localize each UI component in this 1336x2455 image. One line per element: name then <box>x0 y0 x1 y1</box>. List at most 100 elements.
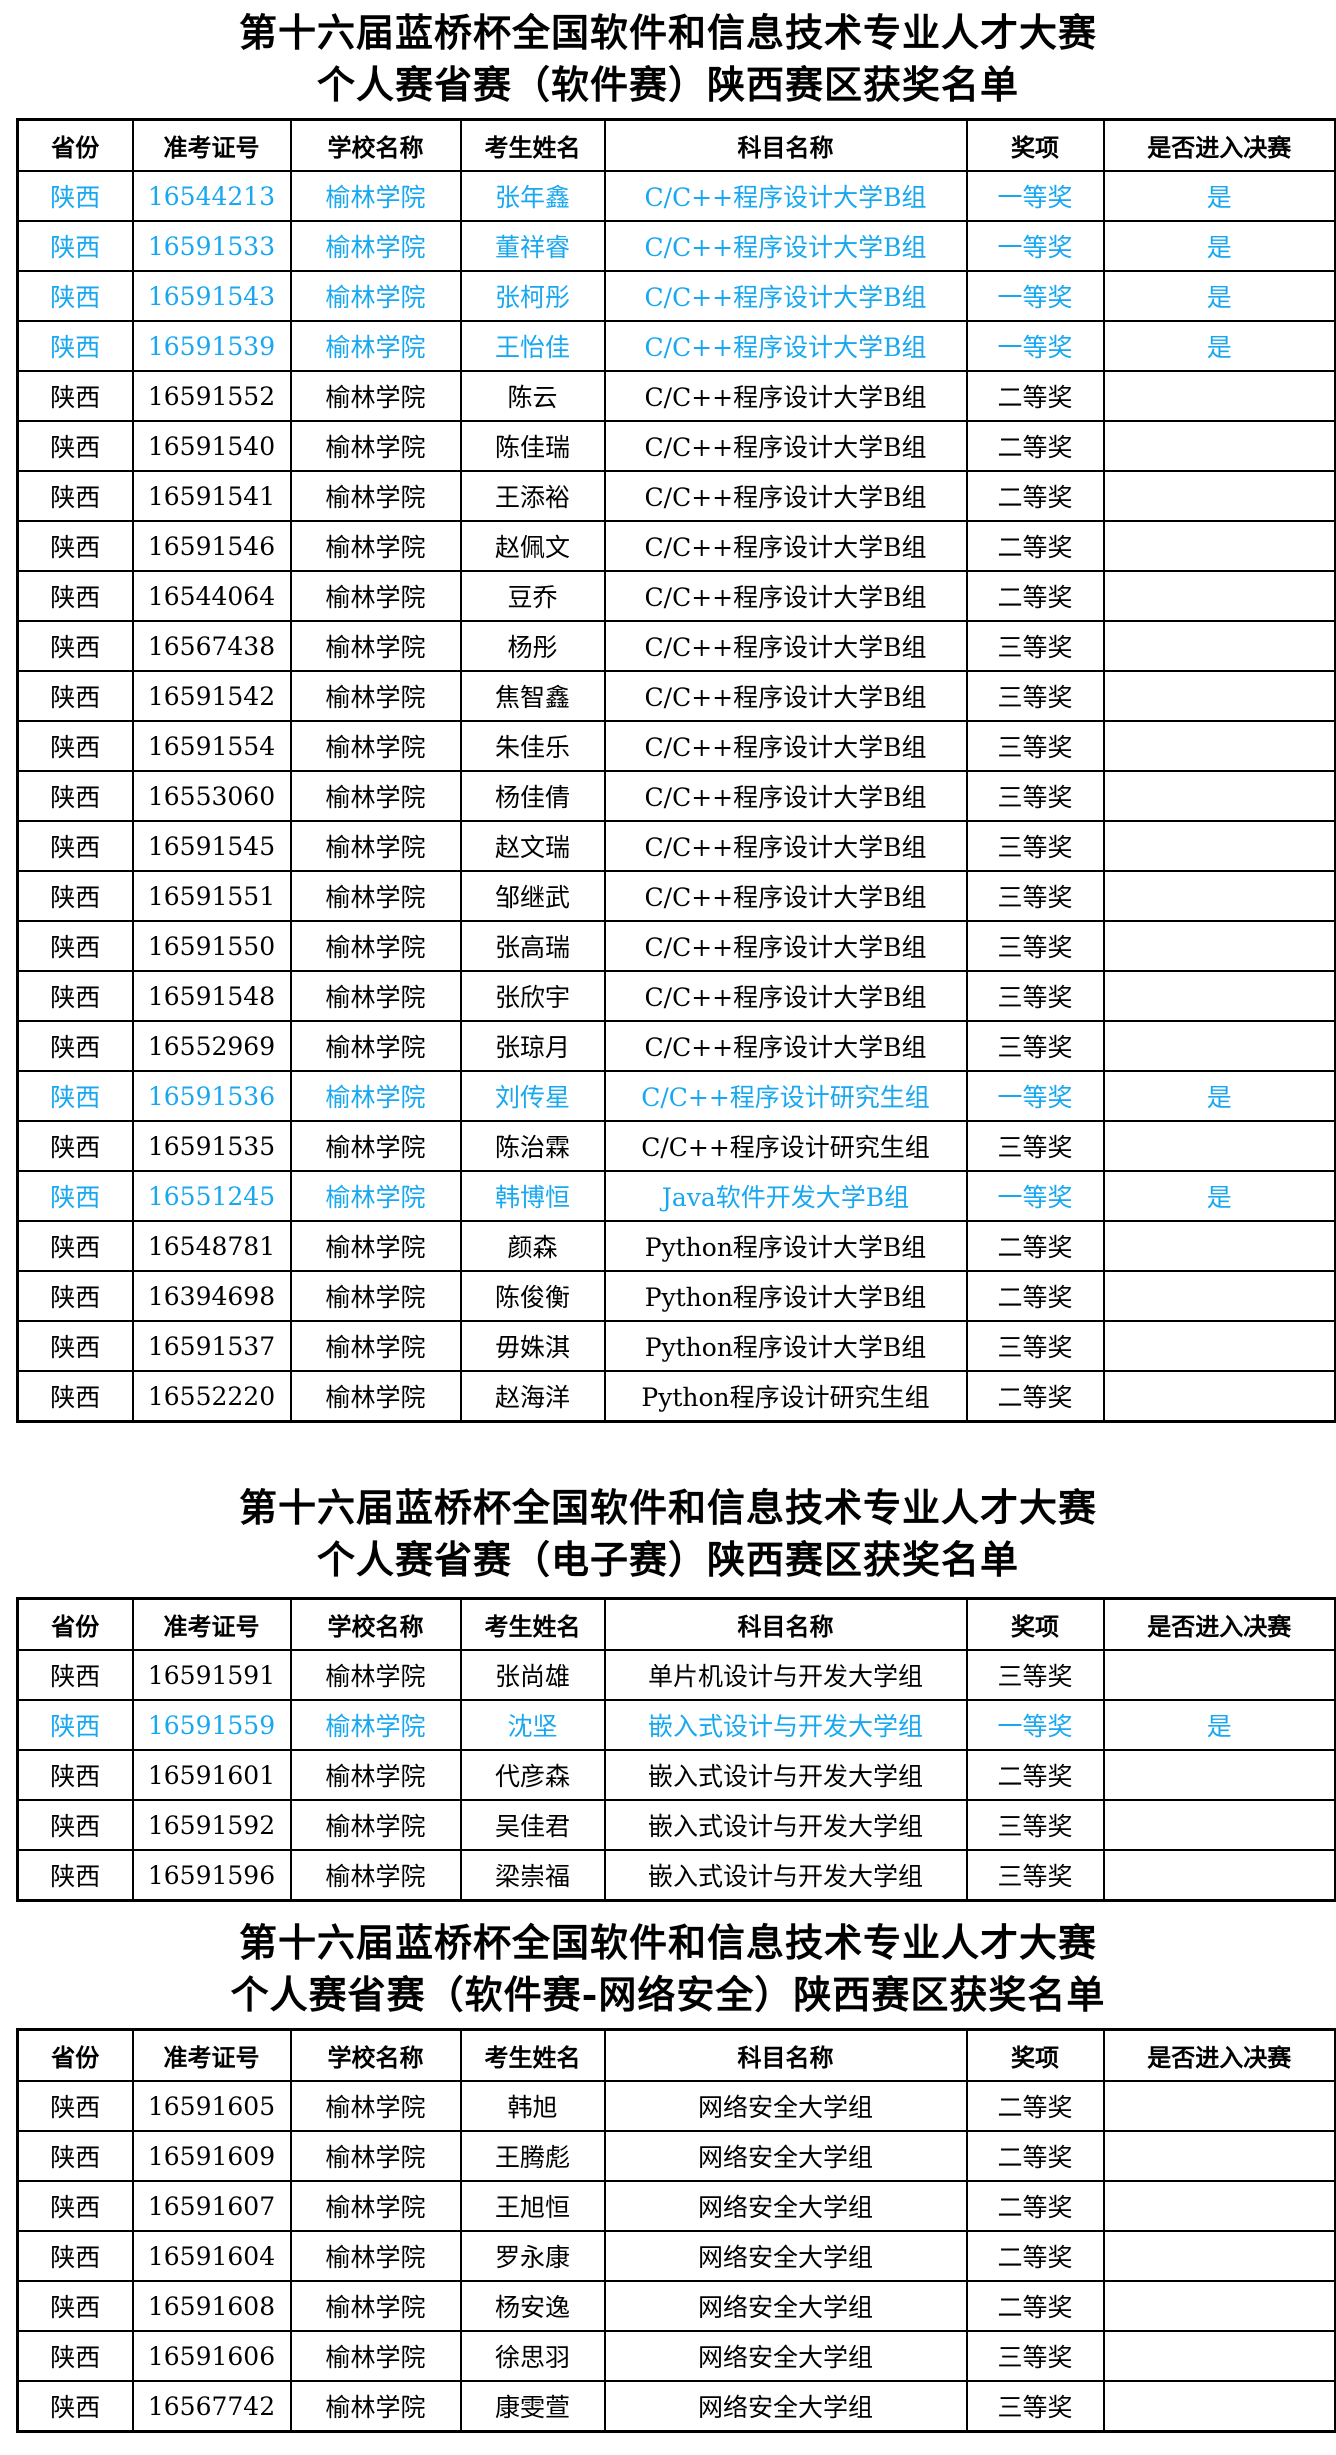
header-exam-id: 准考证号 <box>131 1597 292 1651</box>
cell-exam-id: 16591545 <box>131 820 292 872</box>
cell-award: 二等奖 <box>965 2280 1105 2332</box>
cell-candidate-name: 沈坚 <box>459 1699 606 1751</box>
cell-final-qualified <box>1102 620 1336 672</box>
cell-candidate-name: 徐思羽 <box>459 2330 606 2382</box>
cell-province: 陕西 <box>16 170 134 222</box>
table-row: 陕西 16551245 榆林学院 韩博恒 Java软件开发大学B组 一等奖是 <box>16 1170 1336 1222</box>
cell-school: 榆林学院 <box>289 220 462 272</box>
cell-school: 榆林学院 <box>289 2380 462 2433</box>
cell-school: 榆林学院 <box>289 1170 462 1222</box>
cell-province: 陕西 <box>16 2330 134 2382</box>
cell-exam-id: 16591551 <box>131 870 292 922</box>
cell-candidate-name: 张琼月 <box>459 1020 606 1072</box>
header-province: 省份 <box>16 118 134 172</box>
cell-subject: 网络安全大学组 <box>603 2130 968 2182</box>
section-title: 第十六届蓝桥杯全国软件和信息技术专业人才大赛 个人赛省赛（软件赛-网络安全）陕西赛… <box>0 1910 1336 2028</box>
table-row: 陕西 16591559 榆林学院 沈坚 嵌入式设计与开发大学组 一等奖是 <box>16 1699 1336 1751</box>
table-row: 陕西 16591548 榆林学院 张欣宇 C/C++程序设计大学B组 三等奖 <box>16 970 1336 1022</box>
cell-final-qualified: 是 <box>1102 270 1336 322</box>
cell-subject: 嵌入式设计与开发大学组 <box>603 1749 968 1801</box>
table-row: 陕西 16591596 榆林学院 梁崇福 嵌入式设计与开发大学组 三等奖 <box>16 1849 1336 1902</box>
award-table: 省份 准考证号 学校名称 考生姓名 科目名称 奖项 是否进入决赛 陕西 16591591 榆林学院… <box>16 1597 1336 1902</box>
cell-subject: C/C++程序设计大学B组 <box>603 620 968 672</box>
table-row: 陕西 16591545 榆林学院 赵文瑞 C/C++程序设计大学B组 三等奖 <box>16 820 1336 872</box>
cell-final-qualified <box>1102 820 1336 872</box>
cell-exam-id: 16394698 <box>131 1270 292 1322</box>
cell-final-qualified <box>1102 2180 1336 2232</box>
table-row: 陕西 16591551 榆林学院 邹继武 C/C++程序设计大学B组 三等奖 <box>16 870 1336 922</box>
table-row: 陕西 16552969 榆林学院 张琼月 C/C++程序设计大学B组 三等奖 <box>16 1020 1336 1072</box>
cell-award: 二等奖 <box>965 370 1105 422</box>
cell-school: 榆林学院 <box>289 620 462 672</box>
cell-school: 榆林学院 <box>289 770 462 822</box>
header-final-qualified: 是否进入决赛 <box>1102 118 1336 172</box>
cell-award: 二等奖 <box>965 2180 1105 2232</box>
table-row: 陕西 16544064 榆林学院 豆乔 C/C++程序设计大学B组 二等奖 <box>16 570 1336 622</box>
cell-province: 陕西 <box>16 320 134 372</box>
cell-exam-id: 16591540 <box>131 420 292 472</box>
table-row: 陕西 16553060 榆林学院 杨佳倩 C/C++程序设计大学B组 三等奖 <box>16 770 1336 822</box>
cell-candidate-name: 赵佩文 <box>459 520 606 572</box>
table-row: 陕西 16591608 榆林学院 杨安逸 网络安全大学组 二等奖 <box>16 2280 1336 2332</box>
cell-award: 三等奖 <box>965 720 1105 772</box>
cell-candidate-name: 张年鑫 <box>459 170 606 222</box>
cell-subject: C/C++程序设计大学B组 <box>603 520 968 572</box>
cell-final-qualified <box>1102 470 1336 522</box>
cell-exam-id: 16591533 <box>131 220 292 272</box>
cell-subject: C/C++程序设计大学B组 <box>603 820 968 872</box>
cell-final-qualified <box>1102 1270 1336 1322</box>
table-row: 陕西 16552220 榆林学院 赵海洋 Python程序设计研究生组 二等奖 <box>16 1370 1336 1423</box>
cell-exam-id: 16591550 <box>131 920 292 972</box>
cell-school: 榆林学院 <box>289 1649 462 1701</box>
cell-award: 一等奖 <box>965 320 1105 372</box>
cell-award: 三等奖 <box>965 1120 1105 1172</box>
cell-candidate-name: 张高瑞 <box>459 920 606 972</box>
cell-province: 陕西 <box>16 1220 134 1272</box>
cell-exam-id: 16544064 <box>131 570 292 622</box>
table-row: 陕西 16591533 榆林学院 董祥睿 C/C++程序设计大学B组 一等奖是 <box>16 220 1336 272</box>
cell-award: 三等奖 <box>965 1020 1105 1072</box>
cell-school: 榆林学院 <box>289 920 462 972</box>
cell-school: 榆林学院 <box>289 1220 462 1272</box>
cell-exam-id: 16551245 <box>131 1170 292 1222</box>
cell-subject: C/C++程序设计大学B组 <box>603 570 968 622</box>
cell-school: 榆林学院 <box>289 2330 462 2382</box>
cell-final-qualified <box>1102 2280 1336 2332</box>
cell-province: 陕西 <box>16 2180 134 2232</box>
cell-final-qualified <box>1102 2130 1336 2182</box>
cell-school: 榆林学院 <box>289 1120 462 1172</box>
table-row: 陕西 16591552 榆林学院 陈云 C/C++程序设计大学B组 二等奖 <box>16 370 1336 422</box>
cell-candidate-name: 邹继武 <box>459 870 606 922</box>
cell-award: 三等奖 <box>965 770 1105 822</box>
cell-final-qualified <box>1102 1020 1336 1072</box>
cell-province: 陕西 <box>16 970 134 1022</box>
cell-exam-id: 16544213 <box>131 170 292 222</box>
cell-province: 陕西 <box>16 2280 134 2332</box>
header-award: 奖项 <box>965 118 1105 172</box>
header-row: 省份 准考证号 学校名称 考生姓名 科目名称 奖项 是否进入决赛 <box>16 2028 1336 2082</box>
cell-award: 三等奖 <box>965 670 1105 722</box>
cell-candidate-name: 张尚雄 <box>459 1649 606 1701</box>
cell-exam-id: 16591604 <box>131 2230 292 2282</box>
cell-exam-id: 16591559 <box>131 1699 292 1751</box>
cell-province: 陕西 <box>16 620 134 672</box>
cell-school: 榆林学院 <box>289 370 462 422</box>
cell-subject: C/C++程序设计研究生组 <box>603 1070 968 1122</box>
title-title-line2: 个人赛省赛（软件赛-网络安全）陕西赛区获奖名单 <box>230 1972 1106 2017</box>
cell-candidate-name: 朱佳乐 <box>459 720 606 772</box>
header-candidate-name: 考生姓名 <box>459 118 606 172</box>
table-row: 陕西 16591537 榆林学院 毋姝淇 Python程序设计大学B组 三等奖 <box>16 1320 1336 1372</box>
table-row: 陕西 16591546 榆林学院 赵佩文 C/C++程序设计大学B组 二等奖 <box>16 520 1336 572</box>
cell-final-qualified <box>1102 2330 1336 2382</box>
cell-province: 陕西 <box>16 2380 134 2433</box>
header-row: 省份 准考证号 学校名称 考生姓名 科目名称 奖项 是否进入决赛 <box>16 118 1336 172</box>
cell-exam-id: 16548781 <box>131 1220 292 1272</box>
cell-exam-id: 16567438 <box>131 620 292 672</box>
cell-award: 一等奖 <box>965 220 1105 272</box>
cell-subject: C/C++程序设计大学B组 <box>603 870 968 922</box>
cell-province: 陕西 <box>16 270 134 322</box>
cell-candidate-name: 罗永康 <box>459 2230 606 2282</box>
table-row: 陕西 16567438 榆林学院 杨彤 C/C++程序设计大学B组 三等奖 <box>16 620 1336 672</box>
cell-school: 榆林学院 <box>289 170 462 222</box>
cell-subject: Python程序设计研究生组 <box>603 1370 968 1423</box>
